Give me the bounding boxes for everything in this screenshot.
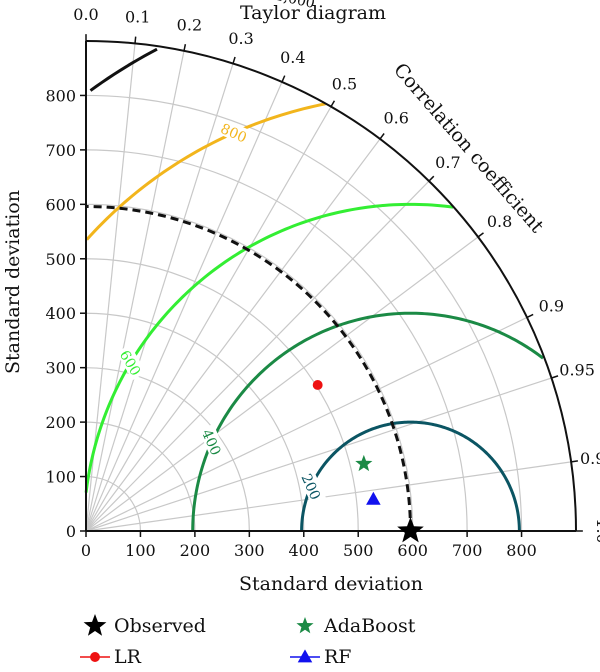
legend-label: Observed — [114, 615, 206, 637]
correlation-tick-label: 0.1 — [125, 8, 150, 27]
correlation-grid-line — [85, 236, 479, 532]
points-layer — [312, 380, 424, 543]
correlation-tick-label: 0.4 — [280, 48, 305, 67]
correlation-tick-label: 0.99 — [580, 449, 600, 468]
rms-contour-600 — [84, 202, 454, 493]
legend: Observed AdaBoost LR RF — [80, 614, 416, 668]
y-axis-label: Standard deviation — [2, 190, 24, 374]
y-tick-label: 400 — [45, 304, 76, 323]
legend-marker — [296, 617, 314, 634]
tick-layer: 00 100 100 200 200 300 300 400 400 500 500 600 600 70… — [45, 5, 600, 560]
legend-label: RF — [324, 646, 352, 668]
point-lr — [312, 380, 323, 390]
legend-item-adaboost: AdaBoost — [296, 615, 416, 637]
rms-contour-label: 1,000 — [274, 0, 317, 12]
std-grid-arc — [85, 149, 468, 532]
rms-contour-400 — [191, 311, 544, 532]
correlation-tick-label: 0.9 — [539, 297, 564, 316]
y-tick-label: 600 — [45, 195, 76, 214]
correlation-grid-line — [85, 81, 283, 532]
correlation-tick-label: 0.7 — [435, 153, 460, 172]
correlation-grid-line — [85, 316, 528, 532]
x-axis-label: Standard deviation — [239, 573, 423, 595]
legend-item-lr: LR — [80, 646, 142, 668]
correlation-tick-label: 1.0 — [593, 518, 600, 543]
legend-item-rf: RF — [290, 646, 352, 668]
chart-title: Taylor diagram — [240, 2, 386, 24]
correlation-tick-label: 0.2 — [177, 16, 202, 35]
x-tick-label: 800 — [506, 541, 537, 560]
std-grid-arc — [85, 203, 414, 532]
legend-marker — [90, 652, 100, 662]
y-tick-label: 300 — [45, 359, 76, 378]
correlation-tick-label: 0.95 — [559, 361, 595, 380]
correlation-tick-label: 0.5 — [332, 74, 357, 93]
x-tick-label: 0 — [81, 541, 91, 560]
point-rf — [366, 491, 381, 505]
y-tick-label: 800 — [45, 86, 76, 105]
rms-contour-layer: 2004006008001,000 — [84, 0, 544, 532]
correlation-tick-label: 0.0 — [73, 5, 98, 24]
x-tick-label: 600 — [397, 541, 428, 560]
std-grid-arc — [85, 312, 305, 532]
legend-marker — [83, 614, 107, 636]
std-grid-arc — [85, 94, 523, 532]
y-tick-label: 200 — [45, 413, 76, 432]
legend-label: LR — [114, 646, 142, 668]
legend-label: AdaBoost — [323, 615, 416, 637]
correlation-tick-label: 0.8 — [487, 212, 512, 231]
correlation-grid-line — [85, 50, 185, 532]
correlation-grid-line — [85, 180, 430, 532]
correlation-tick-label: 0.6 — [383, 108, 408, 127]
y-tick-label: 100 — [45, 468, 76, 487]
correlation-grid-line — [85, 106, 332, 532]
reference-std-arc — [85, 205, 412, 532]
correlation-grid-line — [85, 461, 572, 532]
y-tick-label: 700 — [45, 141, 76, 160]
rms-contour-800 — [85, 102, 326, 241]
y-tick-label: 500 — [45, 250, 76, 269]
x-tick-label: 100 — [125, 541, 156, 560]
point-adaboost — [355, 454, 373, 472]
axes-frame — [85, 40, 577, 532]
correlation-grid-line — [85, 63, 234, 532]
x-tick-label: 300 — [234, 541, 265, 560]
x-tick-label: 400 — [289, 541, 320, 560]
std-grid-arc — [85, 258, 359, 532]
correlation-grid-line — [85, 138, 381, 532]
point-observed — [397, 517, 424, 543]
outer-arc — [85, 40, 577, 532]
std-grid-arc — [85, 367, 250, 532]
correlation-arc-label: Correlation coefficient — [389, 59, 548, 237]
x-tick-label: 200 — [180, 541, 211, 560]
x-tick-label: 500 — [343, 541, 374, 560]
y-tick-label: 0 — [66, 522, 76, 541]
correlation-tick-label: 0.3 — [228, 29, 253, 48]
x-tick-label: 700 — [452, 541, 483, 560]
correlation-grid-line — [85, 377, 552, 532]
legend-marker — [297, 649, 313, 663]
legend-item-observed: Observed — [83, 614, 206, 637]
rms-contour-1000 — [89, 47, 158, 92]
